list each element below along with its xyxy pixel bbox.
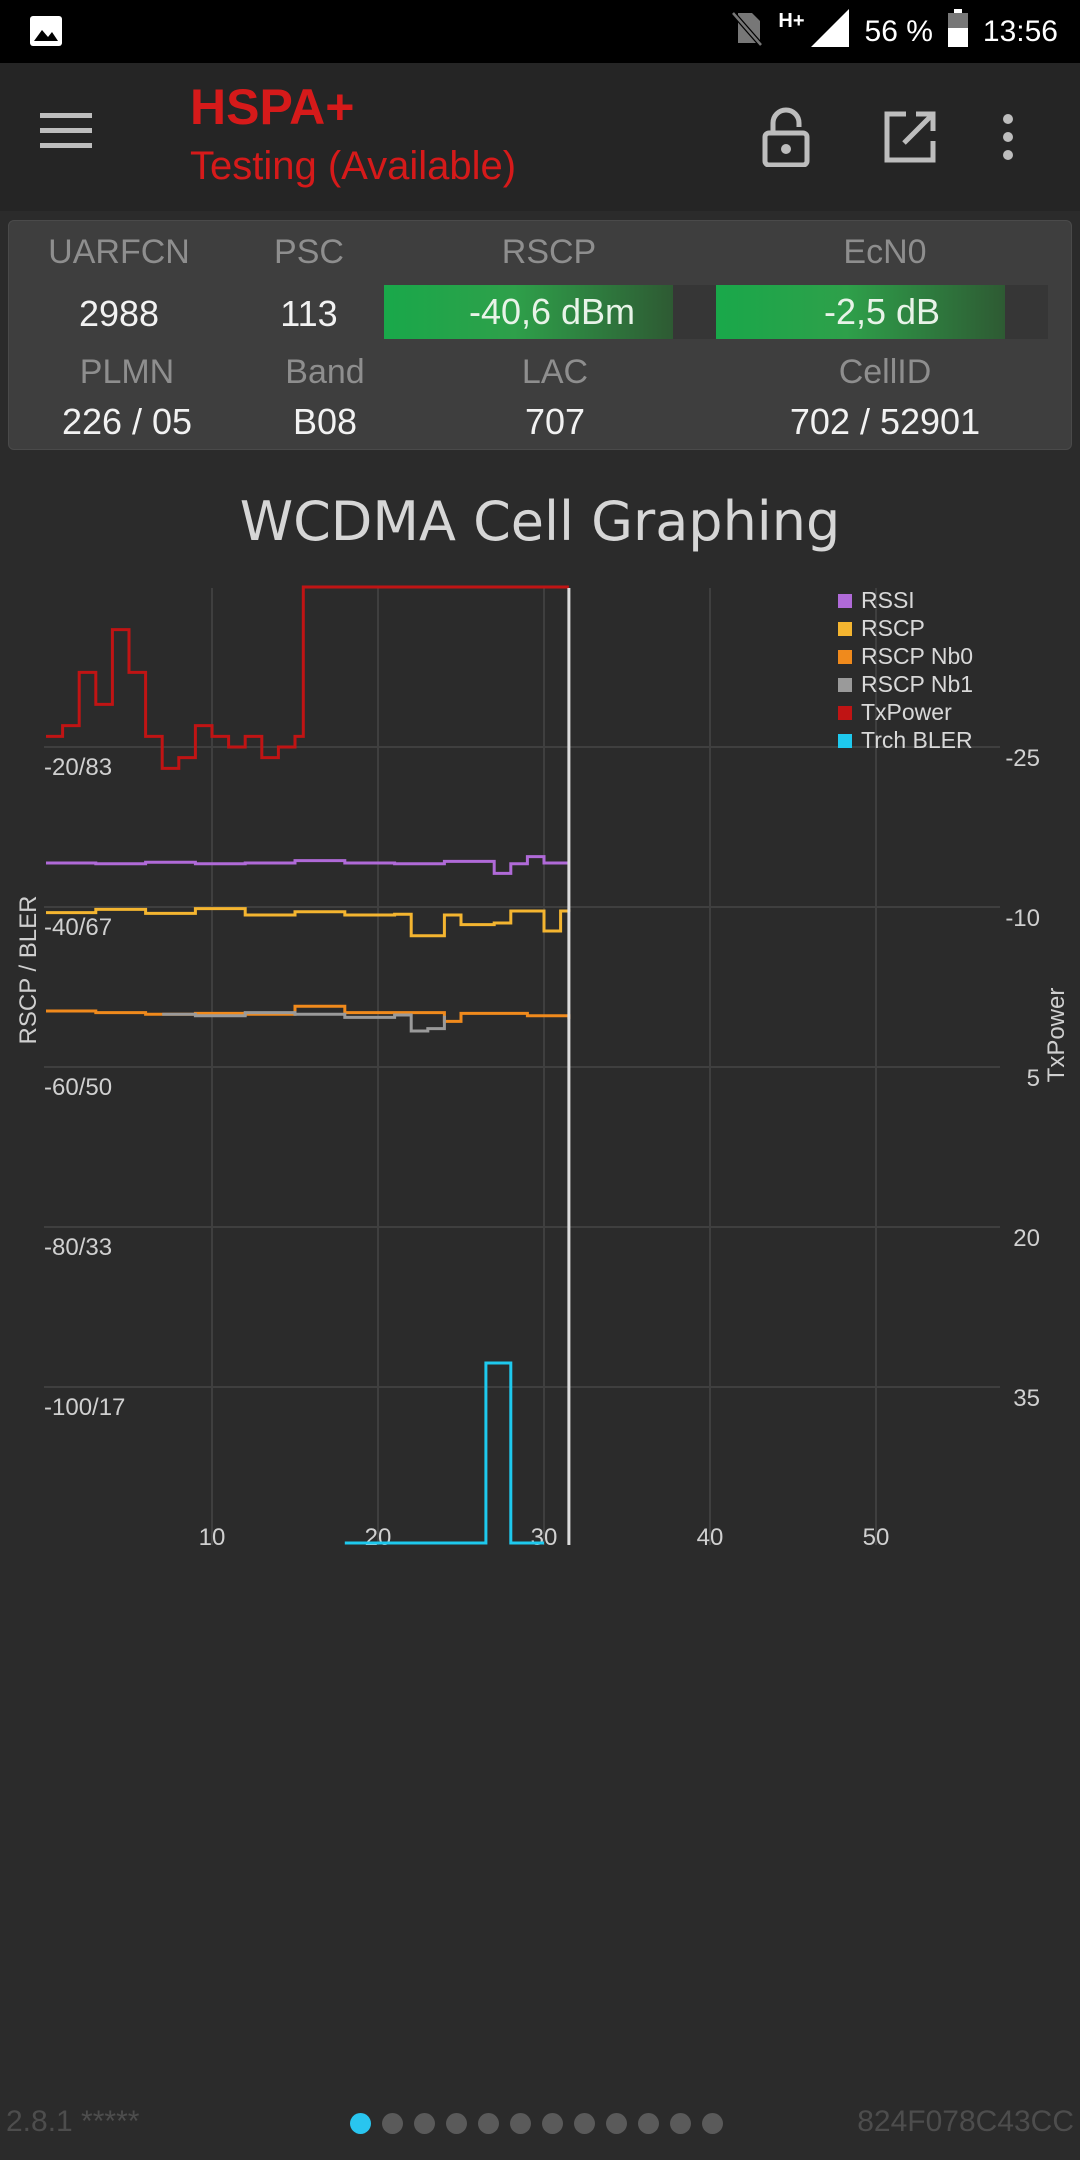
- uarfcn-value: 2988: [78, 293, 160, 334]
- page-dot[interactable]: [606, 2113, 627, 2134]
- page-dot[interactable]: [350, 2113, 371, 2134]
- y-axis-label: RSCP / BLER: [15, 896, 42, 1045]
- y-tick-label: -60/50: [44, 1074, 112, 1101]
- y2-tick-label: -25: [1005, 745, 1040, 772]
- open-external-icon[interactable]: [876, 103, 944, 171]
- legend-swatch: [838, 706, 852, 720]
- page-dot[interactable]: [670, 2113, 691, 2134]
- legend-swatch: [838, 650, 852, 664]
- legend-label: RSSI: [861, 587, 915, 613]
- technology-title: HSPA+: [190, 79, 355, 135]
- status-subtitle: Testing (Available): [190, 144, 517, 188]
- rscp-header: RSCP: [501, 233, 597, 271]
- y2-tick-label: -10: [1005, 905, 1040, 932]
- page-dot[interactable]: [574, 2113, 595, 2134]
- y-tick-label: -20/83: [44, 754, 112, 781]
- y2-tick-label: 5: [1027, 1065, 1040, 1092]
- legend-swatch: [838, 594, 852, 608]
- legend-swatch: [838, 734, 852, 748]
- page-dot[interactable]: [702, 2113, 723, 2134]
- x-tick-label: 20: [365, 1524, 392, 1551]
- app-bar: HSPA+ Testing (Available): [0, 63, 1080, 211]
- series-rscp-nb0: [46, 1004, 571, 1023]
- page-dot[interactable]: [478, 2113, 499, 2134]
- legend-label: TxPower: [861, 699, 952, 725]
- series-txpower: [46, 585, 569, 770]
- legend-swatch: [838, 622, 852, 636]
- page-dot[interactable]: [510, 2113, 531, 2134]
- uarfcn-header: UARFCN: [48, 233, 190, 271]
- battery-icon: [947, 8, 969, 56]
- y-tick-label: -40/67: [44, 914, 112, 941]
- more-vert-icon[interactable]: [988, 103, 1028, 171]
- y2-axis-label: TxPower: [1043, 988, 1070, 1083]
- page-dot[interactable]: [446, 2113, 467, 2134]
- cellid-header: CellID: [838, 353, 932, 391]
- series-rssi: [46, 855, 569, 875]
- cellid-value: 702 / 52901: [789, 401, 981, 442]
- lock-open-icon[interactable]: [752, 103, 820, 171]
- ecn0-value: -2,5 dB: [823, 291, 941, 332]
- y2-tick-label: 35: [1013, 1385, 1040, 1412]
- page-dot[interactable]: [542, 2113, 563, 2134]
- ecn0-level-bar: -2,5 dB: [716, 285, 1048, 339]
- device-id-label: 824F078C43CC: [857, 2105, 1074, 2138]
- band-value: B08: [292, 401, 358, 442]
- cell-graph[interactable]: -20/83 -40/67 -60/50 -80/33 -100/17 -25 -10 5 20…: [0, 570, 1080, 1570]
- plmn-value: 226 / 05: [61, 401, 193, 442]
- rscp-value: -40,6 dBm: [468, 291, 636, 332]
- page-indicator[interactable]: [350, 2113, 723, 2134]
- page-dot[interactable]: [638, 2113, 659, 2134]
- psc-value: 113: [280, 293, 338, 334]
- no-sim-icon: [730, 10, 764, 54]
- status-bar: H+ 56 % 13:56: [0, 0, 1080, 63]
- legend-swatch: [838, 678, 852, 692]
- graph-title: WCDMA Cell Graphing: [239, 490, 841, 553]
- page-dot[interactable]: [414, 2113, 435, 2134]
- time-label: 13:56: [982, 14, 1058, 48]
- x-tick-label: 30: [531, 1524, 558, 1551]
- menu-icon[interactable]: [40, 111, 104, 163]
- ecn0-header: EcN0: [843, 233, 927, 271]
- band-header: Band: [285, 353, 365, 391]
- legend-label: Trch BLER: [861, 727, 973, 753]
- psc-header: PSC: [274, 233, 344, 271]
- version-label: 2.8.1 *****: [6, 2105, 140, 2138]
- image-icon: [28, 14, 64, 52]
- page-dot[interactable]: [382, 2113, 403, 2134]
- legend-label: RSCP: [861, 615, 925, 641]
- y-tick-label: -80/33: [44, 1234, 112, 1261]
- cell-info-panel: UARFCN PSC RSCP EcN0 2988 113 -40,6 dBm …: [8, 220, 1072, 450]
- series-rscp: [46, 907, 571, 938]
- ecn0-level-fill: [716, 285, 1005, 339]
- legend-label: RSCP Nb1: [861, 671, 973, 697]
- battery-label: 56 %: [864, 14, 933, 48]
- lac-header: LAC: [521, 353, 589, 391]
- lac-value: 707: [524, 401, 586, 442]
- rscp-level-bar: -40,6 dBm: [384, 285, 720, 339]
- rscp-level-fill: [384, 285, 673, 339]
- signal-icon: [809, 7, 851, 57]
- series-rscp-nb1: [162, 1011, 446, 1033]
- series-trch-bler: [344, 1361, 544, 1545]
- y-tick-label: -100/17: [44, 1394, 125, 1421]
- x-tick-label: 10: [199, 1524, 226, 1551]
- plmn-header: PLMN: [79, 353, 175, 391]
- x-tick-label: 50: [863, 1524, 890, 1551]
- network-type-label: H+: [778, 10, 805, 32]
- x-tick-label: 40: [697, 1524, 724, 1551]
- y2-tick-label: 20: [1013, 1225, 1040, 1252]
- legend-label: RSCP Nb0: [861, 643, 973, 669]
